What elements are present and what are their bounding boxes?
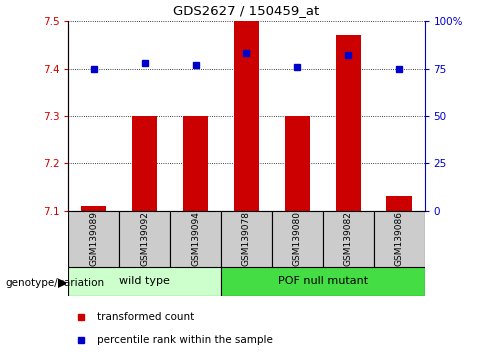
Bar	[68, 267, 221, 296]
Bar	[81, 206, 106, 211]
Bar	[221, 267, 425, 296]
Title: GDS2627 / 150459_at: GDS2627 / 150459_at	[173, 4, 320, 17]
Text: GSM139089: GSM139089	[89, 211, 98, 267]
Text: GSM139080: GSM139080	[293, 211, 302, 267]
Bar	[183, 116, 208, 211]
Bar	[132, 116, 157, 211]
Text: GSM139086: GSM139086	[395, 211, 404, 267]
Text: POF null mutant: POF null mutant	[278, 276, 368, 286]
Text: GSM139092: GSM139092	[140, 211, 149, 267]
Polygon shape	[58, 279, 66, 287]
Bar	[323, 211, 374, 267]
Bar	[170, 211, 221, 267]
Bar	[285, 116, 310, 211]
Text: GSM139082: GSM139082	[344, 211, 353, 267]
Bar	[68, 211, 119, 267]
Bar	[234, 21, 259, 211]
Bar	[272, 211, 323, 267]
Bar	[119, 211, 170, 267]
Bar	[374, 211, 425, 267]
Bar	[386, 196, 412, 211]
Bar	[336, 35, 361, 211]
Text: GSM139078: GSM139078	[242, 211, 251, 267]
Text: wild type: wild type	[119, 276, 170, 286]
Bar	[221, 211, 272, 267]
Text: GSM139094: GSM139094	[191, 211, 200, 267]
Text: transformed count: transformed count	[97, 312, 194, 322]
Text: genotype/variation: genotype/variation	[5, 278, 104, 288]
Text: percentile rank within the sample: percentile rank within the sample	[97, 335, 273, 346]
